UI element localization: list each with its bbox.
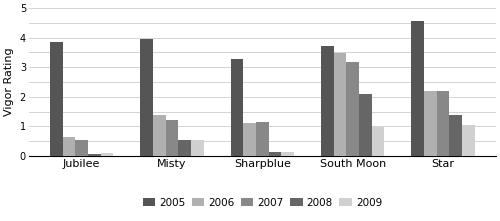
Bar [140, 39, 153, 156]
Bar [100, 154, 113, 156]
Bar [462, 126, 474, 156]
Bar [153, 114, 166, 156]
Bar [191, 141, 203, 156]
Bar [436, 91, 450, 156]
Bar [321, 46, 334, 156]
Bar [424, 91, 436, 156]
Bar [372, 127, 384, 156]
Bar [244, 123, 256, 156]
Bar [256, 122, 268, 156]
Bar [334, 53, 346, 156]
Bar [282, 152, 294, 156]
Bar [230, 59, 243, 156]
Y-axis label: Vigor Rating: Vigor Rating [4, 48, 14, 116]
Bar [268, 152, 281, 156]
Bar [76, 140, 88, 156]
Bar [62, 137, 76, 156]
Bar [178, 141, 191, 156]
Bar [166, 120, 178, 156]
Bar [359, 94, 372, 156]
Legend: 2005, 2006, 2007, 2008, 2009: 2005, 2006, 2007, 2008, 2009 [138, 194, 386, 212]
Bar [450, 115, 462, 156]
Bar [88, 154, 101, 156]
Bar [346, 62, 359, 156]
Bar [50, 42, 62, 156]
Bar [412, 21, 424, 156]
